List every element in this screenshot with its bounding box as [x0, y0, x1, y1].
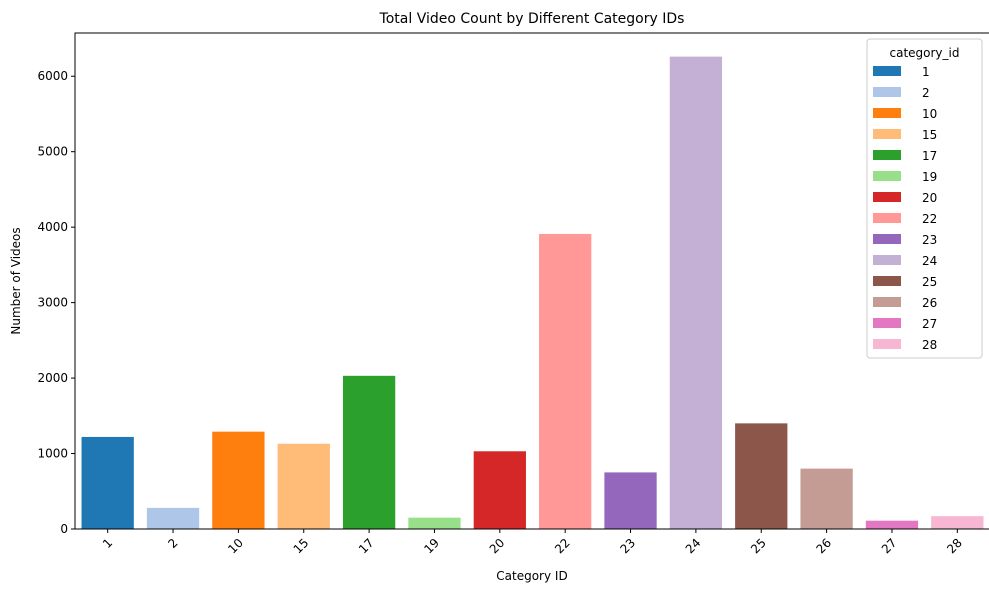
legend-swatch-25 [873, 276, 901, 286]
legend-swatch-26 [873, 297, 901, 307]
legend-label-15: 15 [922, 128, 937, 142]
bar-28 [931, 516, 984, 529]
legend-label-20: 20 [922, 191, 937, 205]
legend-swatch-1 [873, 66, 901, 76]
y-axis-label: Number of Videos [9, 227, 23, 334]
y-tick-label: 2000 [37, 371, 68, 385]
x-tick-label: 28 [944, 536, 965, 557]
legend-swatch-27 [873, 318, 901, 328]
x-tick-label: 1 [100, 536, 115, 551]
legend-swatch-23 [873, 234, 901, 244]
legend-swatch-2 [873, 87, 901, 97]
bar-23 [604, 472, 657, 529]
legend-swatch-24 [873, 255, 901, 265]
x-tick-label: 15 [291, 536, 312, 557]
bar-19 [408, 517, 461, 529]
y-axis-ticks: 0 1000 2000 3000 4000 5000 6000 [37, 69, 75, 536]
x-tick-label: 2 [165, 536, 180, 551]
y-tick-label: 5000 [37, 145, 68, 159]
x-axis-label: Category ID [496, 569, 567, 583]
bar-22 [539, 233, 592, 529]
legend-label-23: 23 [922, 233, 937, 247]
legend-label-25: 25 [922, 275, 937, 289]
x-tick-label: 22 [552, 536, 573, 557]
legend-label-1: 1 [922, 65, 930, 79]
legend-title: category_id [890, 46, 960, 60]
legend-label-26: 26 [922, 296, 937, 310]
x-tick-label: 25 [748, 536, 769, 557]
legend-label-19: 19 [922, 170, 937, 184]
y-tick-label: 1000 [37, 447, 68, 461]
legend-swatch-17 [873, 150, 901, 160]
legend-label-27: 27 [922, 317, 937, 331]
legend-label-22: 22 [922, 212, 937, 226]
bar-1 [81, 436, 134, 529]
bar-25 [735, 423, 788, 529]
bar-2 [146, 507, 200, 529]
bar-10 [212, 431, 265, 529]
legend-label-2: 2 [922, 86, 930, 100]
x-tick-label: 10 [225, 536, 246, 557]
x-axis-ticks: 1 2 10 15 17 19 20 22 23 24 25 26 27 28 [100, 529, 965, 556]
plot-frame [74, 32, 989, 530]
y-tick-label: 6000 [37, 69, 68, 83]
y-tick-label: 0 [60, 522, 68, 536]
bar-24 [669, 56, 723, 529]
y-tick-label: 4000 [37, 220, 68, 234]
bar-27 [865, 520, 919, 529]
bars-group [81, 56, 984, 529]
chart-title: Total Video Count by Different Category … [379, 11, 685, 27]
legend-swatch-10 [873, 108, 901, 118]
x-tick-label: 24 [683, 536, 704, 557]
x-tick-label: 17 [356, 536, 377, 557]
legend-swatch-20 [873, 192, 901, 202]
x-tick-label: 27 [879, 536, 900, 557]
bar-26 [800, 468, 853, 529]
legend-swatch-22 [873, 213, 901, 223]
legend-label-10: 10 [922, 107, 937, 121]
legend-swatch-19 [873, 171, 901, 181]
legend-swatch-15 [873, 129, 901, 139]
x-tick-label: 26 [813, 536, 834, 557]
legend-label-24: 24 [922, 254, 937, 268]
x-tick-label: 19 [421, 536, 442, 557]
legend-label-28: 28 [922, 338, 937, 352]
bar-17 [342, 375, 396, 529]
legend: category_id 1 2 10 15 17 19 20 22 23 24 25 26 27 28 [866, 38, 983, 359]
x-tick-label: 23 [617, 536, 638, 557]
legend-label-17: 17 [922, 149, 937, 163]
y-tick-label: 3000 [37, 296, 68, 310]
legend-swatch-28 [873, 339, 901, 349]
bar-15 [277, 443, 330, 529]
bar-20 [473, 451, 526, 529]
x-tick-label: 20 [487, 536, 508, 557]
